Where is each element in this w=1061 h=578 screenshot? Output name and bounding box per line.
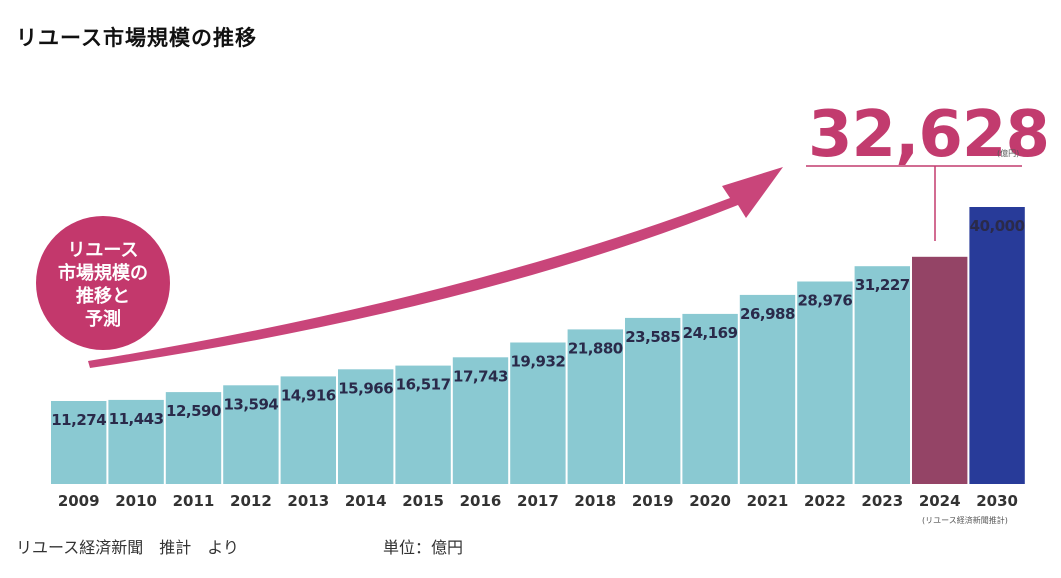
x-label-2016: 2016 <box>460 492 502 510</box>
value-label-2012: 13,594 <box>223 395 278 413</box>
bar-2023 <box>854 266 910 484</box>
x-label-2030: 2030 <box>976 492 1018 510</box>
unit-note: 単位：億円 <box>383 538 464 557</box>
x-label-2017: 2017 <box>517 492 559 510</box>
bar-2018 <box>567 329 623 484</box>
badge-line-3: 推移と <box>76 285 130 307</box>
value-label-2020: 24,169 <box>683 324 738 342</box>
bar-2019 <box>625 317 681 484</box>
bar-2012 <box>223 385 279 484</box>
headline-value-2024: 32,628 <box>808 98 1049 172</box>
value-label-2019: 23,585 <box>625 328 680 346</box>
value-label-2016: 17,743 <box>453 367 508 385</box>
badge-line-2: 市場規模の <box>58 262 148 284</box>
page-title: リユース市場規模の推移 <box>16 26 257 50</box>
bar-2022 <box>797 281 853 484</box>
estimate-note: (リユース経済新聞推計) <box>922 515 1008 525</box>
x-label-2012: 2012 <box>230 492 272 510</box>
x-label-2015: 2015 <box>402 492 444 510</box>
bar-2030 <box>969 207 1025 484</box>
bar-2020 <box>682 313 738 484</box>
x-label-2014: 2014 <box>345 492 387 510</box>
x-label-2013: 2013 <box>287 492 329 510</box>
bars-group <box>51 207 1025 484</box>
bar-2015 <box>395 365 451 484</box>
x-label-2019: 2019 <box>632 492 674 510</box>
value-label-2010: 11,443 <box>109 410 164 428</box>
x-label-2010: 2010 <box>115 492 157 510</box>
x-label-2022: 2022 <box>804 492 846 510</box>
bar-2013 <box>280 376 336 484</box>
bar-2009 <box>51 401 107 484</box>
source-note: リユース経済新聞 推計 より <box>16 538 239 557</box>
value-label-2013: 14,916 <box>281 386 336 404</box>
value-label-2015: 16,517 <box>396 376 451 394</box>
value-label-2022: 28,976 <box>797 292 852 310</box>
bar-2021 <box>739 294 796 484</box>
headline-unit: (億円) <box>997 148 1019 158</box>
bar-2016 <box>452 357 509 484</box>
x-label-2018: 2018 <box>574 492 616 510</box>
value-label-2017: 19,932 <box>510 353 565 371</box>
value-label-2023: 31,227 <box>855 276 910 294</box>
value-label-2009: 11,274 <box>51 411 106 429</box>
x-labels-group: 2009 2010 2011 2012 2013 2014 2015 2016 2017 2018… <box>58 492 1018 510</box>
value-label-2021: 26,988 <box>740 305 795 323</box>
bar-2010 <box>108 399 164 484</box>
value-labels-group: 11,274 11,443 12,590 13,594 14,916 15,966 16,5… <box>51 217 1025 429</box>
value-label-2011: 12,590 <box>166 402 221 420</box>
badge-line-4: 予測 <box>85 308 121 330</box>
badge-line-1: リユース <box>67 240 138 261</box>
x-label-2024: 2024 <box>919 492 961 510</box>
value-label-2030: 40,000 <box>970 217 1025 235</box>
bar-2024 <box>912 256 968 484</box>
bar-2011 <box>165 392 222 484</box>
value-label-2014: 15,966 <box>338 379 393 397</box>
x-label-2020: 2020 <box>689 492 731 510</box>
x-label-2021: 2021 <box>747 492 789 510</box>
x-label-2009: 2009 <box>58 492 100 510</box>
x-label-2011: 2011 <box>173 492 215 510</box>
bar-2017 <box>510 342 566 484</box>
badge-circle <box>36 216 170 350</box>
value-label-2018: 21,880 <box>568 339 623 357</box>
x-label-2023: 2023 <box>861 492 903 510</box>
bar-2014 <box>338 369 394 484</box>
